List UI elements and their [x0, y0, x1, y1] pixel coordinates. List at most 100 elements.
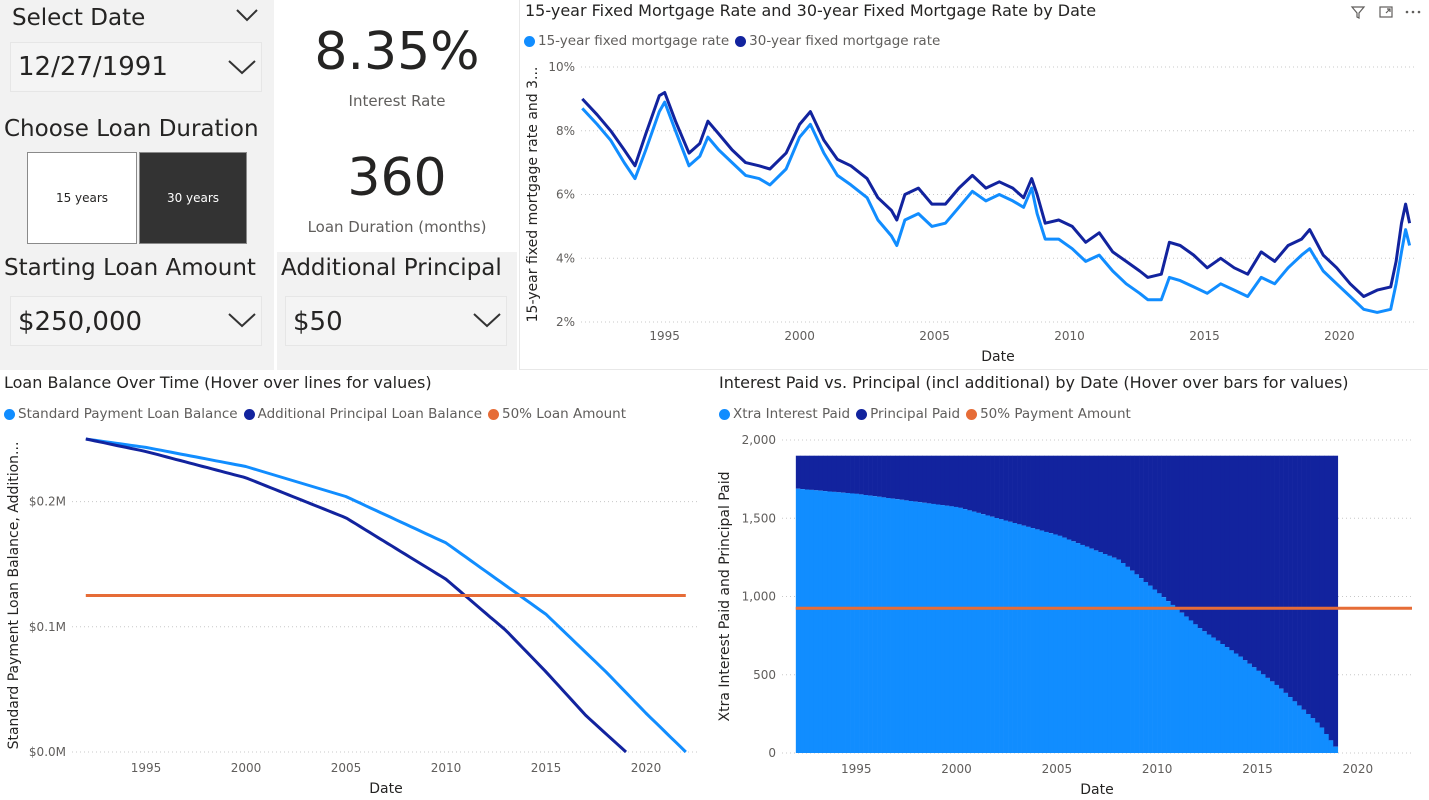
interest-bar [836, 492, 842, 753]
x-tick-label: 1995 [841, 762, 872, 776]
interest-bar [1233, 653, 1239, 753]
principal-bar [1071, 455, 1077, 542]
loan-duration-15-label: 15 years [55, 191, 109, 205]
legend-item-50pct-loan[interactable]: 50% Loan Amount [488, 406, 626, 422]
interest-bar [1238, 656, 1244, 753]
interest-bar [1008, 521, 1013, 753]
loan-duration-30-button[interactable]: 30 years [139, 152, 247, 244]
legend-dot [4, 408, 15, 420]
starting-loan-dropdown[interactable]: $250,000 [10, 296, 262, 346]
interest-bar [1265, 677, 1271, 753]
interest-bar [931, 503, 937, 753]
principal-bar [1197, 455, 1203, 629]
principal-bar [1179, 455, 1185, 613]
principal-bar [908, 455, 914, 501]
principal-bar [1202, 455, 1208, 632]
y-axis-label: Xtra Interest Paid and Principal Paid [717, 472, 733, 722]
interest-bar [908, 501, 914, 753]
legend-item-interest-paid[interactable]: Xtra Interest Paid [719, 406, 850, 422]
principal-bar [971, 455, 977, 512]
collapse-chevron-icon[interactable] [234, 6, 260, 24]
interest-bar [1229, 650, 1235, 753]
principal-bar [962, 455, 968, 510]
principal-bar [1274, 455, 1280, 685]
legend-item-standard-balance[interactable]: Standard Payment Loan Balance [4, 406, 238, 422]
legend-item-principal-paid[interactable]: Principal Paid [856, 406, 960, 422]
legend-dot [524, 35, 535, 47]
principal-bar [1170, 455, 1176, 605]
principal-bar [976, 455, 982, 513]
principal-bar [868, 455, 873, 496]
interest-bar [1274, 684, 1280, 753]
principal-bar [854, 455, 860, 494]
interest-bar [976, 512, 982, 753]
principal-bar [1134, 455, 1140, 575]
x-tick-label: 2005 [919, 329, 950, 343]
y-axis-label: Standard Payment Loan Balance, Addition.… [6, 442, 22, 750]
legend-dot [856, 408, 868, 420]
interest-bar [990, 516, 995, 753]
legend-item-additional-balance[interactable]: Additional Principal Loan Balance [243, 406, 482, 422]
principal-bar [917, 455, 923, 503]
interest-bar [1012, 523, 1018, 753]
interest-bar [1306, 714, 1311, 753]
interest-bar [800, 489, 806, 753]
loan-duration-value: 360 [347, 148, 447, 208]
principal-bar [953, 455, 959, 507]
interest-bar [1139, 578, 1144, 753]
loan-duration-15-button[interactable]: 15 years [27, 152, 137, 244]
principal-bar [863, 455, 869, 495]
principal-bar [1279, 455, 1284, 689]
filter-icon[interactable] [1350, 4, 1366, 20]
interest-bar [953, 506, 959, 753]
principal-bar [1021, 455, 1027, 526]
x-tick-label: 2020 [1324, 329, 1355, 343]
x-tick-label: 2010 [1054, 329, 1085, 343]
interest-bar [1288, 697, 1293, 753]
principal-bar [813, 455, 819, 491]
legend-item-50pct-payment[interactable]: 50% Payment Amount [966, 406, 1131, 422]
interest-bar [994, 518, 1000, 753]
focus-mode-icon[interactable] [1378, 4, 1394, 20]
interest-bar [899, 499, 905, 753]
interest-bar [1161, 597, 1167, 753]
mortgage-rate-chart[interactable]: 2% 4% 6% 8% 10% 1995 2000 2005 2010 2015 2020 Date 1… [519, 55, 1428, 370]
interest-bar [1148, 585, 1153, 753]
principal-bar [1215, 455, 1221, 641]
principal-bar [1148, 455, 1153, 586]
principal-bar [1333, 455, 1339, 747]
legend-item-30yr[interactable]: 30-year fixed mortgage rate [735, 33, 940, 49]
principal-bar [1102, 455, 1108, 555]
principal-bar [890, 455, 896, 499]
interest-bar [827, 491, 833, 753]
additional-balance-line [85, 437, 628, 754]
principal-bar [958, 455, 964, 508]
loan-balance-chart[interactable]: $0.0M $0.1M $0.2M 1995 2000 2005 2010 2015 2020 D… [0, 425, 712, 800]
principal-bar [859, 455, 864, 495]
interest-bar [1270, 681, 1275, 753]
more-options-icon[interactable] [1404, 4, 1422, 20]
additional-principal-dropdown[interactable]: $50 [285, 296, 507, 346]
x-tick-label: 1995 [131, 761, 162, 775]
interest-bar [868, 495, 873, 753]
principal-bar [1003, 455, 1009, 521]
principal-bar [1251, 455, 1257, 668]
interest-bar [1310, 718, 1316, 753]
principal-bar [1048, 455, 1054, 534]
principal-bar [1057, 455, 1063, 536]
x-tick-label: 2000 [941, 762, 972, 776]
legend-label: Principal Paid [870, 406, 961, 422]
chevron-down-icon [228, 313, 256, 328]
principal-bar [899, 455, 905, 500]
x-tick-label: 2005 [331, 761, 362, 775]
legend-item-15yr[interactable]: 15-year fixed mortgage rate [524, 33, 729, 49]
date-dropdown[interactable]: 12/27/1991 [10, 42, 262, 92]
interest-bar [1026, 526, 1031, 753]
y-tick-label: $0.2M [29, 495, 66, 509]
interest-principal-chart[interactable]: 0 500 1,000 1,500 2,000 1995 2000 2005 2010 2015 2… [712, 425, 1429, 800]
rate-line-30yr [581, 91, 1412, 298]
principal-bar [850, 455, 855, 494]
principal-bar [1297, 455, 1302, 706]
principal-bar [990, 455, 995, 517]
interest-legend: Xtra Interest Paid Principal Paid 50% Pa… [719, 406, 1137, 422]
